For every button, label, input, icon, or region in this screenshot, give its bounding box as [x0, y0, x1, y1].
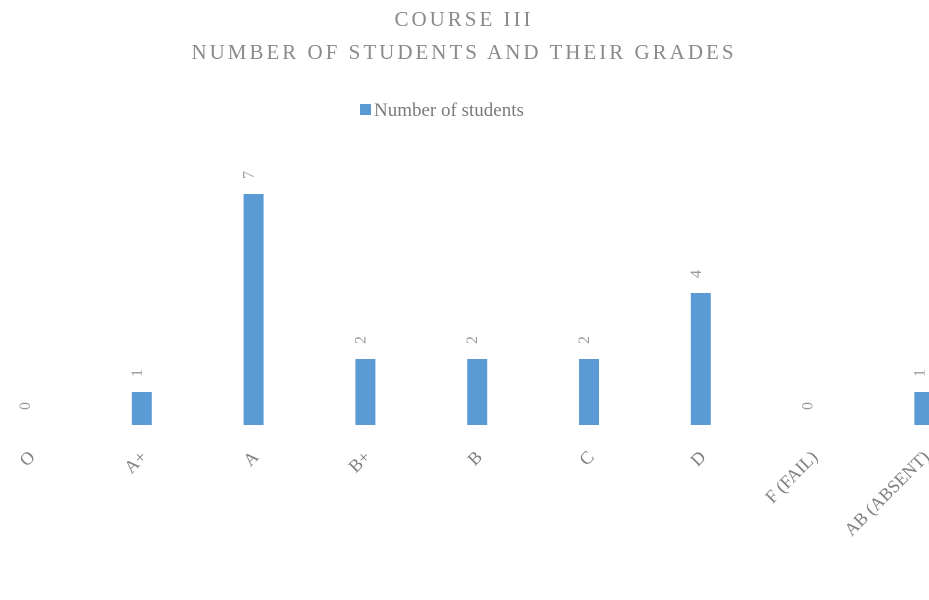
bar: [914, 392, 929, 425]
chart-title: COURSE III: [394, 7, 533, 31]
bar: [579, 359, 599, 425]
x-tick-label: O: [15, 447, 38, 470]
x-tick-label: AB (ABSENT): [840, 447, 929, 541]
data-label: 0: [17, 402, 34, 410]
x-tick-label: F (FAIL): [761, 447, 822, 508]
bar: [131, 392, 152, 425]
x-tick-label: B: [463, 447, 486, 470]
chart-title: NUMBER OF STUDENTS AND THEIR GRADES: [191, 40, 736, 64]
data-label: 2: [352, 336, 369, 344]
bar: [467, 359, 488, 425]
data-label: 2: [464, 336, 481, 344]
x-tick-label: C: [575, 447, 598, 470]
legend-swatch: [360, 104, 371, 115]
data-label: 1: [129, 369, 146, 377]
data-label: 4: [688, 270, 705, 278]
data-label: 7: [241, 171, 258, 179]
bar: [243, 194, 264, 425]
x-tick-label: A: [239, 447, 262, 470]
x-tick-label: A+: [120, 447, 151, 478]
bar: [355, 359, 376, 425]
data-label: 0: [800, 402, 817, 410]
x-tick-label: B+: [344, 447, 374, 477]
bar: [690, 293, 711, 425]
legend-label: Number of students: [374, 100, 524, 121]
x-tick-label: D: [686, 447, 709, 470]
data-label: 2: [576, 336, 593, 344]
data-label: 1: [911, 369, 928, 377]
